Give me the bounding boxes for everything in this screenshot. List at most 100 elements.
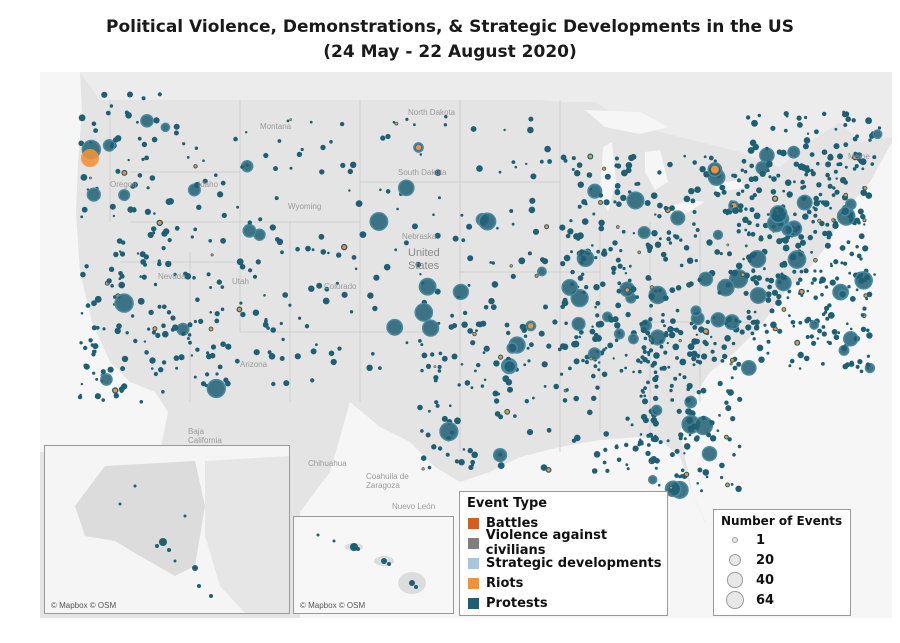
event-marker[interactable] [659, 237, 662, 241]
event-marker[interactable] [628, 264, 632, 268]
event-marker[interactable] [480, 384, 485, 388]
event-marker[interactable] [787, 250, 807, 269]
event-marker[interactable] [756, 187, 763, 194]
event-marker[interactable] [100, 373, 113, 386]
event-marker[interactable] [538, 330, 545, 337]
event-marker[interactable] [641, 345, 647, 351]
event-marker[interactable] [385, 133, 391, 140]
event-marker[interactable] [742, 257, 745, 261]
event-marker[interactable] [753, 310, 757, 314]
event-marker[interactable] [745, 324, 752, 331]
event-marker[interactable] [776, 173, 781, 178]
event-marker[interactable] [636, 181, 641, 186]
event-marker[interactable] [824, 305, 830, 311]
event-marker[interactable] [514, 165, 518, 169]
event-marker[interactable] [253, 349, 260, 356]
event-marker[interactable] [161, 390, 165, 394]
event-marker[interactable] [225, 343, 232, 350]
riot-marker[interactable] [122, 171, 127, 175]
event-marker[interactable] [680, 468, 685, 473]
riot-marker[interactable] [741, 273, 745, 276]
event-marker[interactable] [675, 285, 682, 291]
event-marker[interactable] [756, 344, 764, 352]
event-marker[interactable] [647, 474, 658, 485]
event-marker[interactable] [730, 204, 734, 208]
event-marker[interactable] [849, 327, 853, 331]
event-marker[interactable] [603, 199, 610, 206]
event-marker[interactable] [650, 436, 657, 443]
event-marker[interactable] [829, 206, 832, 210]
event-marker[interactable] [155, 544, 159, 548]
event-marker[interactable] [524, 399, 529, 404]
event-marker[interactable] [594, 256, 598, 260]
event-marker[interactable] [697, 277, 702, 282]
event-marker[interactable] [749, 207, 755, 213]
event-marker[interactable] [770, 125, 776, 131]
event-marker[interactable] [740, 360, 757, 376]
event-marker[interactable] [79, 341, 83, 345]
event-marker[interactable] [714, 249, 721, 255]
event-marker[interactable] [724, 322, 728, 325]
event-marker[interactable] [100, 379, 104, 383]
event-marker[interactable] [560, 261, 566, 267]
event-marker[interactable] [706, 432, 712, 438]
event-marker[interactable] [421, 352, 428, 359]
event-marker[interactable] [214, 311, 220, 317]
event-marker[interactable] [441, 355, 448, 362]
riot-marker[interactable] [588, 154, 593, 159]
event-marker[interactable] [730, 483, 734, 486]
riot-marker[interactable] [832, 219, 835, 222]
event-marker[interactable] [720, 475, 724, 480]
event-marker[interactable] [91, 325, 97, 331]
event-marker[interactable] [799, 269, 804, 274]
event-marker[interactable] [454, 459, 459, 464]
event-marker[interactable] [847, 285, 851, 289]
event-marker[interactable] [697, 360, 703, 365]
event-marker[interactable] [149, 175, 156, 181]
event-marker[interactable] [809, 319, 820, 330]
event-marker[interactable] [271, 381, 276, 387]
event-marker[interactable] [854, 217, 860, 224]
event-marker[interactable] [577, 204, 582, 209]
event-marker[interactable] [324, 286, 330, 292]
event-marker[interactable] [166, 310, 172, 315]
event-marker[interactable] [179, 354, 183, 358]
event-marker[interactable] [598, 219, 605, 226]
event-marker[interactable] [280, 250, 284, 255]
event-marker[interactable] [339, 121, 345, 127]
event-marker[interactable] [746, 315, 752, 321]
event-marker[interactable] [193, 227, 198, 232]
event-marker[interactable] [409, 580, 415, 586]
event-marker[interactable] [691, 356, 697, 362]
event-marker[interactable] [187, 333, 192, 337]
event-marker[interactable] [657, 214, 662, 219]
event-marker[interactable] [162, 304, 167, 310]
event-marker[interactable] [576, 162, 583, 168]
event-marker[interactable] [637, 225, 651, 240]
event-marker[interactable] [381, 558, 387, 564]
riot-marker[interactable] [434, 365, 436, 368]
event-marker[interactable] [749, 139, 757, 147]
event-marker[interactable] [109, 104, 114, 108]
event-marker[interactable] [855, 288, 859, 292]
event-marker[interactable] [690, 198, 696, 204]
event-marker[interactable] [170, 327, 175, 332]
event-marker[interactable] [571, 316, 586, 331]
event-marker[interactable] [627, 278, 632, 283]
event-marker[interactable] [569, 219, 573, 223]
event-marker[interactable] [449, 404, 452, 408]
event-marker[interactable] [386, 318, 404, 336]
event-marker[interactable] [351, 255, 357, 260]
event-marker[interactable] [476, 362, 481, 368]
event-marker[interactable] [694, 338, 700, 345]
event-marker[interactable] [170, 315, 176, 321]
event-marker[interactable] [792, 269, 797, 274]
event-marker[interactable] [240, 311, 246, 318]
event-marker[interactable] [490, 304, 497, 310]
event-marker[interactable] [809, 334, 814, 339]
event-marker[interactable] [842, 331, 859, 347]
event-marker[interactable] [157, 259, 161, 263]
riot-marker[interactable] [773, 196, 777, 201]
event-marker[interactable] [354, 267, 358, 271]
event-marker[interactable] [664, 480, 682, 498]
